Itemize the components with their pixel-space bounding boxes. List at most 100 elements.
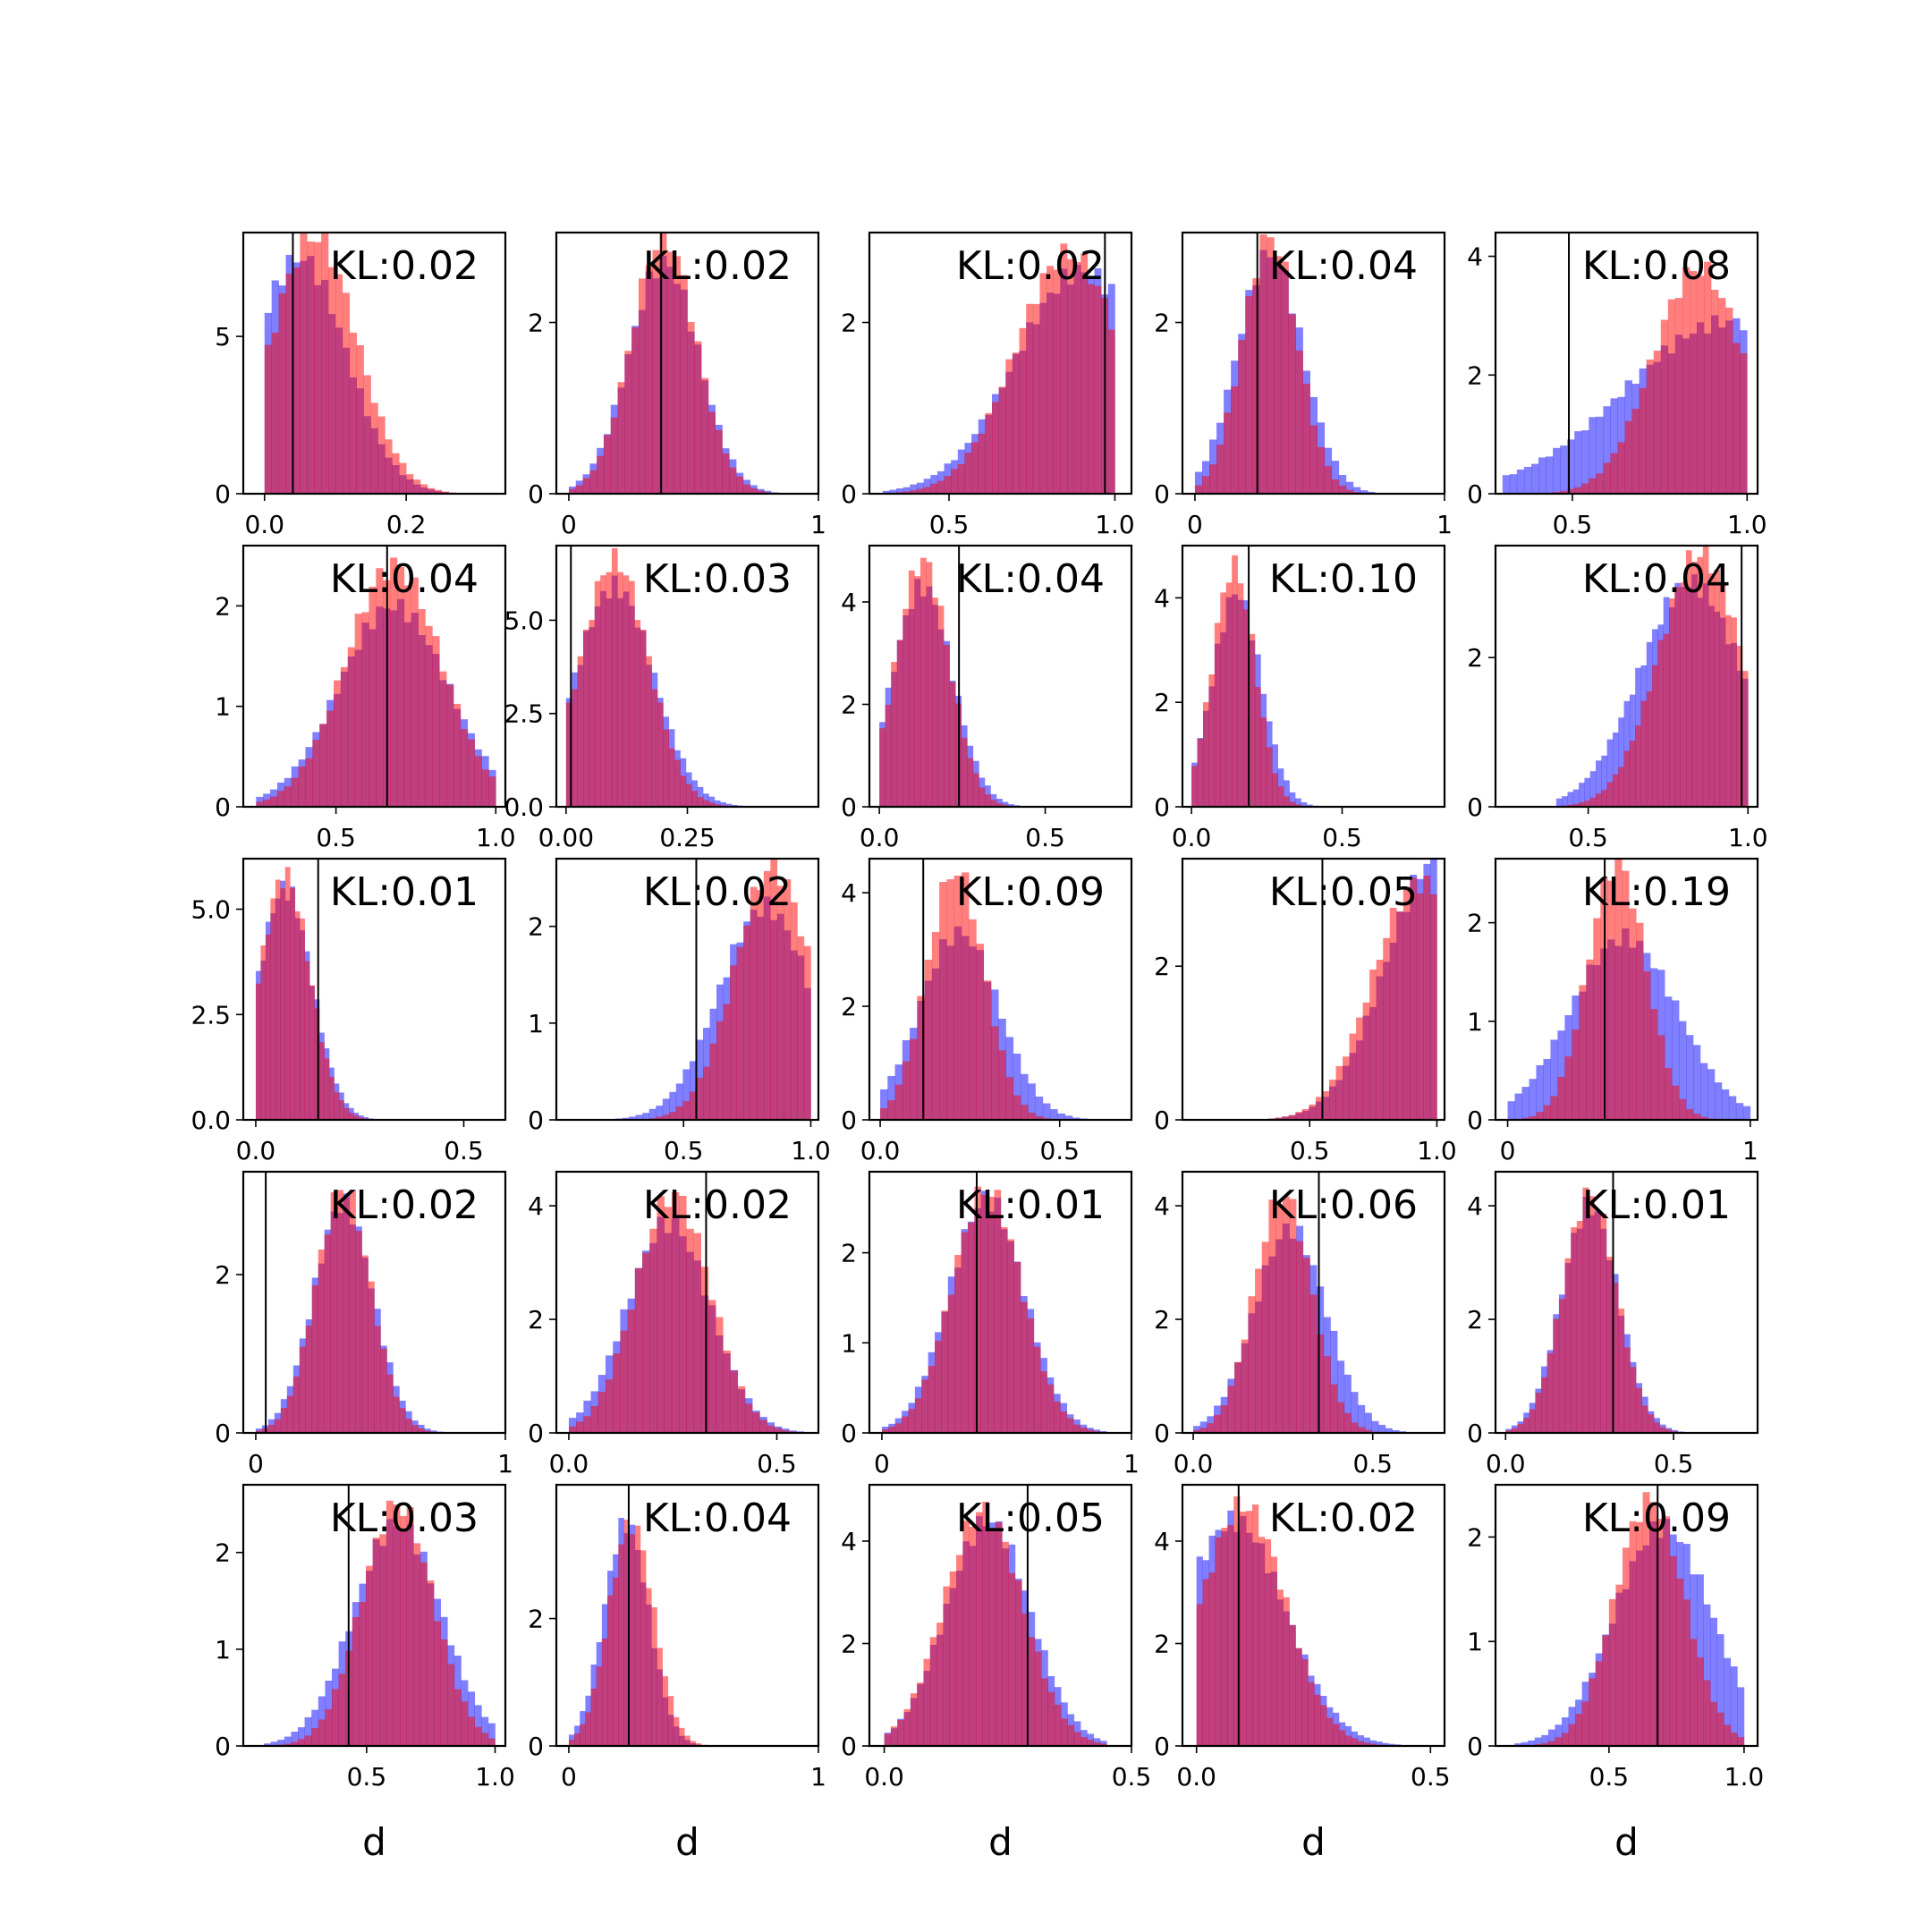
histogram-panel-12: KL:0.02 0.5 1.0 0 1 2	[528, 857, 831, 1165]
red-histogram-bar	[640, 629, 647, 807]
red-histogram-bar	[434, 489, 443, 494]
y-tick-label: 0	[841, 1106, 857, 1135]
red-histogram-bar	[427, 1580, 435, 1746]
red-histogram-bar	[1640, 700, 1648, 807]
red-histogram-bar	[1232, 555, 1238, 807]
red-histogram-bar	[1220, 592, 1227, 807]
red-histogram-bar	[575, 485, 583, 494]
red-histogram-bar	[987, 1196, 995, 1433]
red-histogram-bar	[923, 1658, 931, 1746]
y-tick-label: 0	[1154, 479, 1170, 509]
red-histogram-bar	[411, 1425, 419, 1433]
red-histogram-bar	[1362, 1002, 1370, 1120]
kl-divergence-label: KL:0.09	[956, 869, 1105, 915]
red-histogram-bar	[917, 996, 925, 1120]
red-histogram-bar	[1220, 1404, 1228, 1433]
red-histogram-bar	[294, 911, 301, 1120]
x-tick-label: 0.0	[860, 823, 900, 852]
red-histogram-bar	[1724, 1724, 1732, 1746]
axes-frame	[1494, 231, 1759, 496]
red-histogram-bar	[1301, 1659, 1309, 1746]
axes-frame	[868, 231, 1133, 496]
plot-area	[615, 859, 811, 1120]
y-tick-label: 0.0	[191, 1106, 231, 1135]
y-tick-label: 1	[1467, 1007, 1483, 1037]
red-histogram-bar	[1541, 1742, 1549, 1746]
red-histogram-bar	[1586, 959, 1594, 1120]
blue-histogram-bar	[1013, 1054, 1021, 1120]
blue-histogram-bar	[1371, 1420, 1379, 1433]
red-histogram-bar	[1617, 442, 1625, 494]
plot-area	[255, 859, 374, 1120]
red-histogram-bar	[690, 1741, 696, 1746]
red-histogram-bar	[1696, 275, 1705, 494]
red-histogram-bar	[1035, 1115, 1044, 1120]
red-histogram-bar	[736, 476, 744, 494]
red-histogram-bar	[1383, 937, 1391, 1120]
red-histogram-bar	[1202, 702, 1209, 807]
red-histogram-bar	[1046, 1384, 1055, 1433]
blue-histogram-bar	[889, 489, 897, 494]
red-histogram-bar	[321, 233, 329, 494]
red-histogram-bar	[1309, 425, 1318, 494]
red-histogram-bar	[982, 1501, 989, 1746]
red-histogram-bar	[1315, 1097, 1323, 1120]
red-histogram-bar	[1326, 1717, 1334, 1746]
red-histogram-bar	[411, 577, 419, 807]
y-tick-label: 2.5	[191, 1000, 231, 1030]
red-histogram-bar	[1208, 674, 1216, 807]
red-histogram-bar	[1021, 1613, 1029, 1746]
histogram-panel-14: KL:0.05 0.5 1.0 0 2	[1154, 857, 1457, 1165]
red-histogram-series	[1534, 1492, 1745, 1746]
blue-histogram-bar	[1728, 1096, 1737, 1120]
blue-histogram-bar	[1541, 1734, 1549, 1746]
histogram-panel-18: KL:0.01 0 1 0 1 2	[841, 1170, 1140, 1479]
histogram-panel-19: KL:0.06 0.0 0.5 0 2 4	[1154, 1170, 1446, 1479]
blue-histogram-bar	[1737, 1687, 1745, 1746]
red-histogram-bar	[370, 402, 378, 494]
red-histogram-bar	[265, 934, 271, 1120]
red-histogram-bar	[730, 1370, 739, 1433]
red-histogram-bar	[304, 1735, 312, 1746]
red-histogram-bar	[1087, 284, 1095, 494]
red-histogram-bar	[1243, 609, 1250, 807]
red-histogram-bar	[679, 1195, 687, 1433]
red-histogram-bar	[1234, 1361, 1242, 1433]
red-histogram-bar	[957, 463, 965, 494]
red-histogram-bar	[885, 704, 892, 807]
red-histogram-bar	[1564, 1258, 1572, 1433]
red-histogram-bar	[605, 1379, 614, 1433]
red-histogram-bar	[285, 273, 293, 494]
red-histogram-bar	[685, 784, 692, 807]
red-histogram-bar	[1690, 1639, 1698, 1746]
red-histogram-bar	[1697, 556, 1704, 807]
red-histogram-bar	[291, 1741, 299, 1746]
red-histogram-bar	[1013, 1262, 1021, 1433]
red-histogram-bar	[1283, 1597, 1290, 1746]
x-tick-label: 0.5	[1322, 823, 1362, 852]
red-histogram-bar	[1623, 750, 1631, 807]
red-histogram-series	[648, 859, 811, 1120]
red-histogram-bar	[1322, 1091, 1330, 1120]
red-histogram-bar	[1209, 464, 1217, 494]
y-tick-label: 2	[841, 1629, 857, 1658]
y-tick-label: 5	[215, 322, 231, 352]
red-histogram-bar	[1703, 1680, 1711, 1746]
red-histogram-bar	[324, 1234, 331, 1433]
plot-area	[881, 1172, 1107, 1433]
blue-histogram-bar	[880, 1089, 888, 1120]
blue-histogram-bar	[1345, 481, 1354, 494]
x-tick-label: 0.0	[1174, 1449, 1214, 1479]
red-histogram-bar	[386, 1500, 394, 1746]
axes-frame	[242, 1170, 507, 1435]
red-histogram-bar	[324, 1058, 330, 1120]
x-tick-label: 0	[561, 510, 577, 539]
red-histogram-bar	[964, 453, 972, 494]
y-tick-label: 4	[841, 588, 857, 617]
red-histogram-bar	[668, 748, 675, 807]
red-histogram-bar	[919, 557, 927, 807]
red-histogram-bar	[623, 575, 630, 807]
plot-area	[1514, 1485, 1745, 1746]
axes-frame	[1494, 1483, 1759, 1748]
red-histogram-bar	[1032, 303, 1040, 494]
